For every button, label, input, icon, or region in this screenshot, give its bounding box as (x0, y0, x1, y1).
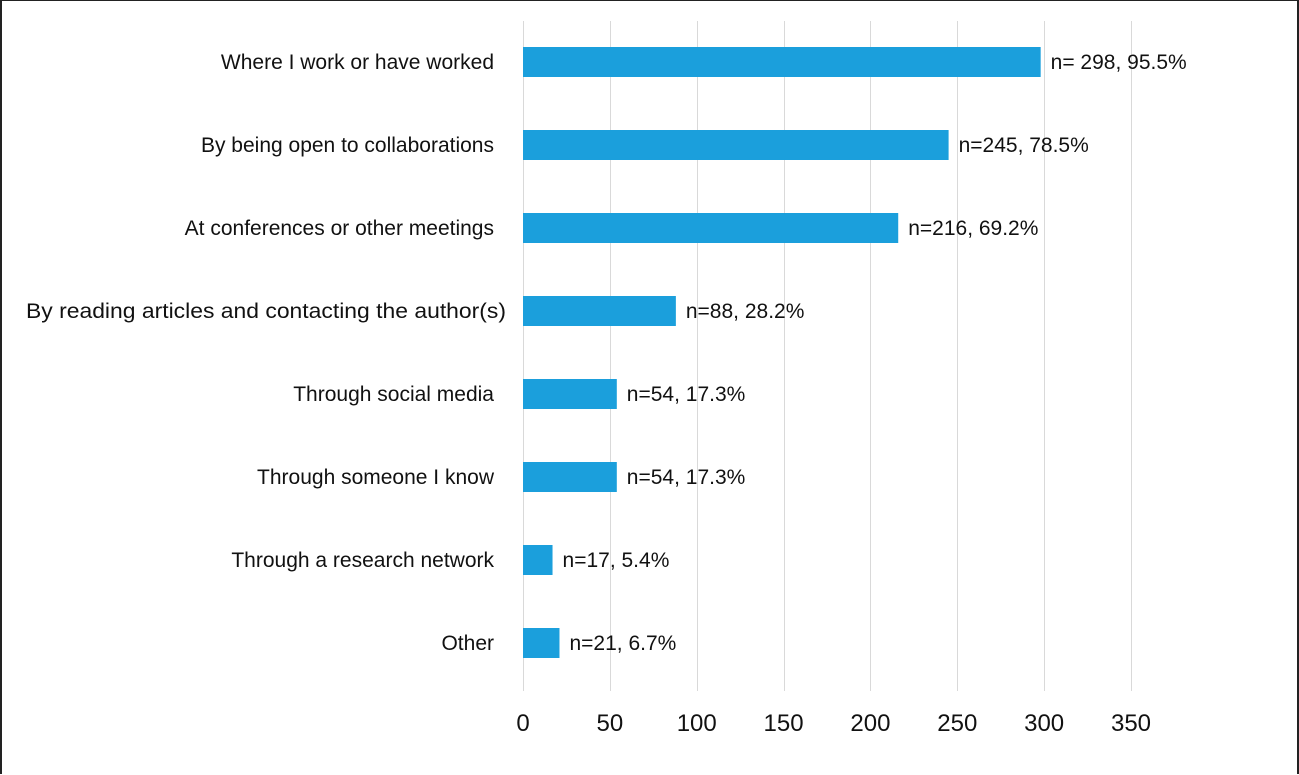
bar (523, 379, 617, 409)
bar (523, 296, 676, 326)
bar (523, 462, 617, 492)
x-tick-label: 300 (1024, 710, 1064, 737)
data-label: n=245, 78.5% (959, 134, 1089, 157)
category-label: By reading articles and contacting the a… (26, 300, 506, 323)
x-tick-label: 250 (937, 710, 977, 737)
bar (523, 47, 1041, 77)
category-label: Through someone I know (257, 466, 495, 489)
x-tick-label: 50 (597, 710, 624, 737)
bar (523, 545, 553, 575)
data-label: n=216, 69.2% (908, 217, 1038, 240)
category-label: By being open to collaborations (201, 134, 494, 157)
category-label: Where I work or have worked (221, 51, 494, 74)
category-labels: Where I work or have worked By being open… (26, 51, 506, 655)
bars (523, 47, 1041, 658)
category-label: Through a research network (231, 549, 494, 572)
data-label: n=54, 17.3% (627, 466, 746, 489)
category-label: At conferences or other meetings (185, 217, 494, 240)
x-tick-label: 150 (764, 710, 804, 737)
bar (523, 628, 560, 658)
data-label: n=54, 17.3% (627, 383, 746, 406)
data-label: n=88, 28.2% (686, 300, 805, 323)
x-axis-ticks: 0 50 100 150 200 250 300 350 (516, 710, 1151, 737)
category-label: Through social media (293, 383, 494, 406)
category-label: Other (441, 632, 494, 655)
data-label: n=21, 6.7% (569, 632, 676, 655)
x-tick-label: 0 (516, 710, 529, 737)
bar (523, 130, 949, 160)
gridlines (523, 21, 1132, 691)
data-labels: n= 298, 95.5% n=245, 78.5% n=216, 69.2% n=8… (563, 51, 1187, 655)
x-tick-label: 200 (850, 710, 890, 737)
bar (523, 213, 899, 243)
data-label: n= 298, 95.5% (1051, 51, 1187, 74)
x-tick-label: 350 (1111, 710, 1151, 737)
data-label: n=17, 5.4% (563, 549, 670, 572)
x-tick-label: 100 (677, 710, 717, 737)
